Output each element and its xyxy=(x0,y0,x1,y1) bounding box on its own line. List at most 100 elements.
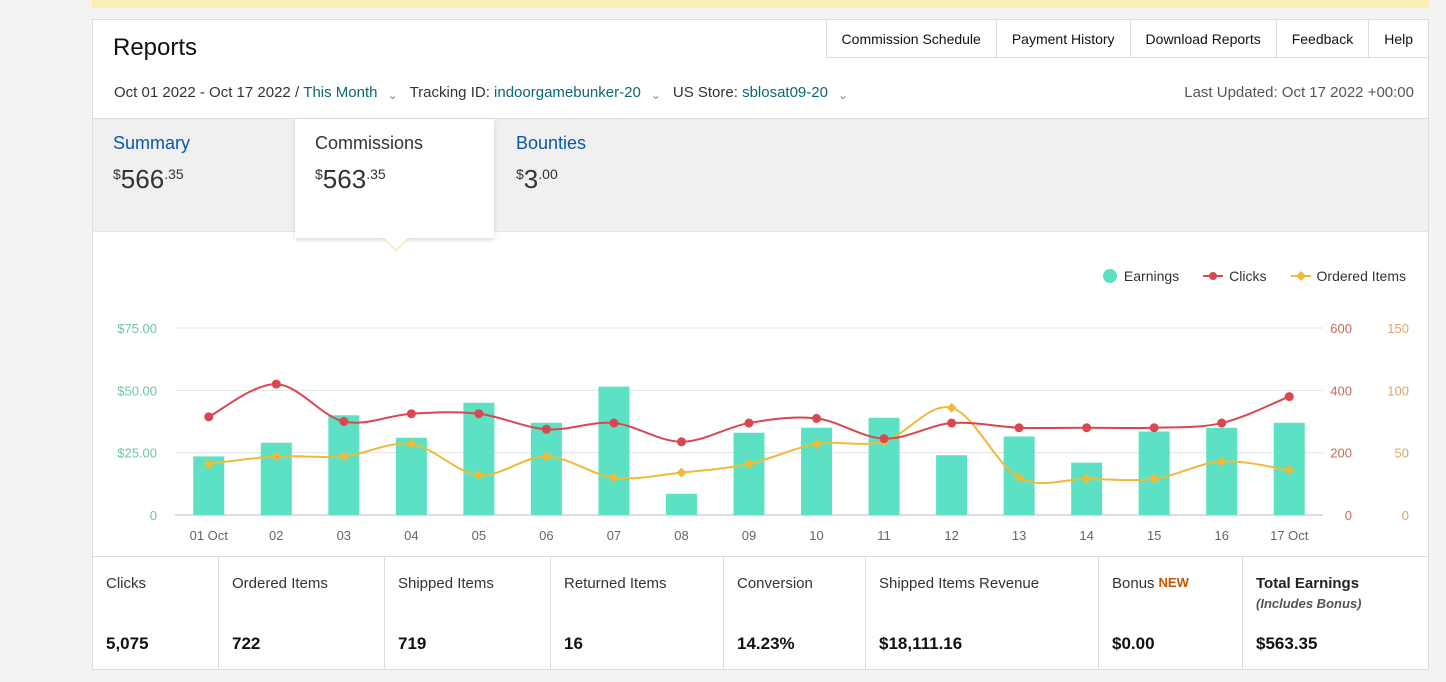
chevron-down-icon[interactable]: ⌄ xyxy=(387,87,398,102)
clicks-point xyxy=(947,418,957,428)
tab-summary-label: Summary xyxy=(113,133,191,153)
download-reports-button[interactable]: Download Reports xyxy=(1129,20,1276,58)
stat-shipped-revenue: Shipped Items Revenue $18,111.16 xyxy=(866,557,1099,669)
clicks-point xyxy=(1284,392,1294,402)
ordered-items-point xyxy=(541,451,552,462)
commission-schedule-button[interactable]: Commission Schedule xyxy=(825,20,996,58)
tab-commissions-label: Commissions xyxy=(315,133,424,153)
clicks-point xyxy=(406,409,416,419)
stat-shipped-items: Shipped Items 719 xyxy=(385,557,551,669)
stat-bonus: Bonus NEW $0.00 xyxy=(1099,557,1243,669)
tab-bounties-label: Bounties xyxy=(516,133,587,153)
filter-bar: Oct 01 2022 - Oct 17 2022 / This Month ⌄ … xyxy=(114,84,1414,102)
ordered-items-point xyxy=(1216,456,1227,467)
ordered-items-point xyxy=(1284,465,1295,476)
last-updated: Last Updated: Oct 17 2022 +00:00 xyxy=(1184,84,1414,101)
report-tabs: Summary $566.35 Commissions $563.35 Boun… xyxy=(93,118,1428,238)
stats-bar: Clicks 5,075 Ordered Items 722 Shipped I… xyxy=(93,556,1428,669)
x-tick-label: 17 Oct xyxy=(1270,528,1309,543)
x-tick-label: 01 Oct xyxy=(190,528,229,543)
x-tick-label: 12 xyxy=(944,528,958,543)
ordered-items-point xyxy=(338,451,349,462)
clicks-point xyxy=(339,417,349,426)
stat-shipped-label: Shipped Items xyxy=(398,575,494,592)
top-nav: Commission Schedule Payment History Down… xyxy=(825,20,1428,58)
y-right-clicks-tick-label: 200 xyxy=(1330,446,1352,461)
chevron-down-icon[interactable]: ⌄ xyxy=(837,87,849,102)
ordered-items-point xyxy=(203,458,214,469)
x-tick-label: 14 xyxy=(1079,528,1093,543)
y-right-clicks-tick-label: 600 xyxy=(1330,321,1352,336)
earnings-bar xyxy=(1206,427,1238,515)
y-right-clicks-tick-label: 0 xyxy=(1345,508,1352,523)
date-range: Oct 01 2022 - Oct 17 2022 / xyxy=(114,84,300,101)
tab-summary-value: $566.35 xyxy=(113,164,184,194)
legend-earnings-label: Earnings xyxy=(1123,268,1180,284)
tracking-id-dropdown[interactable]: indoorgamebunker-20 xyxy=(494,84,641,101)
store-dropdown[interactable]: sblosat09-20 xyxy=(742,84,828,101)
stat-returned-value: 16 xyxy=(564,634,583,653)
x-tick-label: 06 xyxy=(539,528,553,543)
earnings-bar xyxy=(868,417,900,515)
clicks-point xyxy=(1082,423,1092,433)
notice-banner xyxy=(92,0,1429,8)
earnings-bar xyxy=(463,402,495,515)
ordered-items-point xyxy=(744,458,754,469)
feedback-button[interactable]: Feedback xyxy=(1275,20,1369,58)
legend-clicks-icon xyxy=(1203,272,1224,280)
tab-bounties[interactable]: Bounties $3.00 xyxy=(496,119,676,233)
earnings-bar xyxy=(530,422,562,515)
legend-ordered-label: Ordered Items xyxy=(1316,268,1406,284)
earnings-bar xyxy=(665,493,697,515)
earnings-bar xyxy=(1138,431,1170,515)
legend-ordered-icon xyxy=(1290,271,1311,281)
tab-summary[interactable]: Summary $566.35 xyxy=(93,119,295,233)
ordered-items-point xyxy=(271,451,282,462)
x-tick-label: 15 xyxy=(1147,528,1161,543)
x-tick-label: 04 xyxy=(404,528,418,543)
clicks-point xyxy=(744,418,754,428)
earnings-chart: Earnings Clicks Ordered Items 0 0 0 $25.00 2… xyxy=(93,244,1428,556)
x-tick-label: 11 xyxy=(877,528,891,543)
legend-ordered-items[interactable]: Ordered Items xyxy=(1290,268,1406,284)
x-tick-label: 05 xyxy=(472,528,486,543)
chart-legend: Earnings Clicks Ordered Items xyxy=(1078,268,1406,284)
clicks-point xyxy=(1149,423,1159,433)
tracking-label: Tracking ID: xyxy=(409,84,490,101)
legend-earnings[interactable]: Earnings xyxy=(1102,268,1179,284)
stat-conversion: Conversion 14.23% xyxy=(724,557,866,669)
stat-clicks-value: 5,075 xyxy=(106,634,149,653)
period-dropdown[interactable]: This Month xyxy=(303,84,378,101)
legend-earnings-icon xyxy=(1102,269,1117,283)
clicks-point xyxy=(204,412,214,422)
earnings-bar xyxy=(328,415,360,515)
stat-total-sub: (Includes Bonus) xyxy=(1256,596,1362,611)
legend-clicks[interactable]: Clicks xyxy=(1203,268,1267,284)
stat-total-value: $563.35 xyxy=(1256,634,1318,653)
ordered-items-point xyxy=(946,402,957,413)
stat-clicks-label: Clicks xyxy=(106,575,146,592)
y-left-tick-label: $75.00 xyxy=(117,321,157,336)
ordered-items-point xyxy=(811,438,822,449)
earnings-bar xyxy=(598,386,630,515)
y-right-ordered-tick-label: 0 xyxy=(1402,508,1409,523)
clicks-point xyxy=(474,409,484,419)
store-label: US Store: xyxy=(672,84,738,101)
page-title: Reports xyxy=(113,34,198,61)
chevron-down-icon[interactable]: ⌄ xyxy=(650,87,661,102)
stat-total-earnings: Total Earnings (Includes Bonus) $563.35 xyxy=(1243,557,1428,669)
y-left-tick-label: 0 xyxy=(150,508,157,523)
chart-plot: 0 0 0 $25.00 200 50 $50.00 400 100 $75.00 600 150 01… xyxy=(117,321,1409,543)
stat-ordered-value: 722 xyxy=(232,634,261,653)
stat-total-label: Total Earnings xyxy=(1256,575,1360,592)
tab-commissions[interactable]: Commissions $563.35 xyxy=(295,119,494,238)
help-button[interactable]: Help xyxy=(1368,20,1428,58)
x-tick-label: 03 xyxy=(337,528,351,543)
clicks-point xyxy=(676,437,686,447)
stat-bonus-label: Bonus NEW xyxy=(1112,575,1189,592)
earnings-bar xyxy=(1071,462,1103,515)
stat-ordered-items: Ordered Items 722 xyxy=(219,557,385,669)
stat-shipped-value: 719 xyxy=(398,634,427,653)
payment-history-button[interactable]: Payment History xyxy=(995,20,1130,58)
x-tick-label: 02 xyxy=(269,528,283,543)
